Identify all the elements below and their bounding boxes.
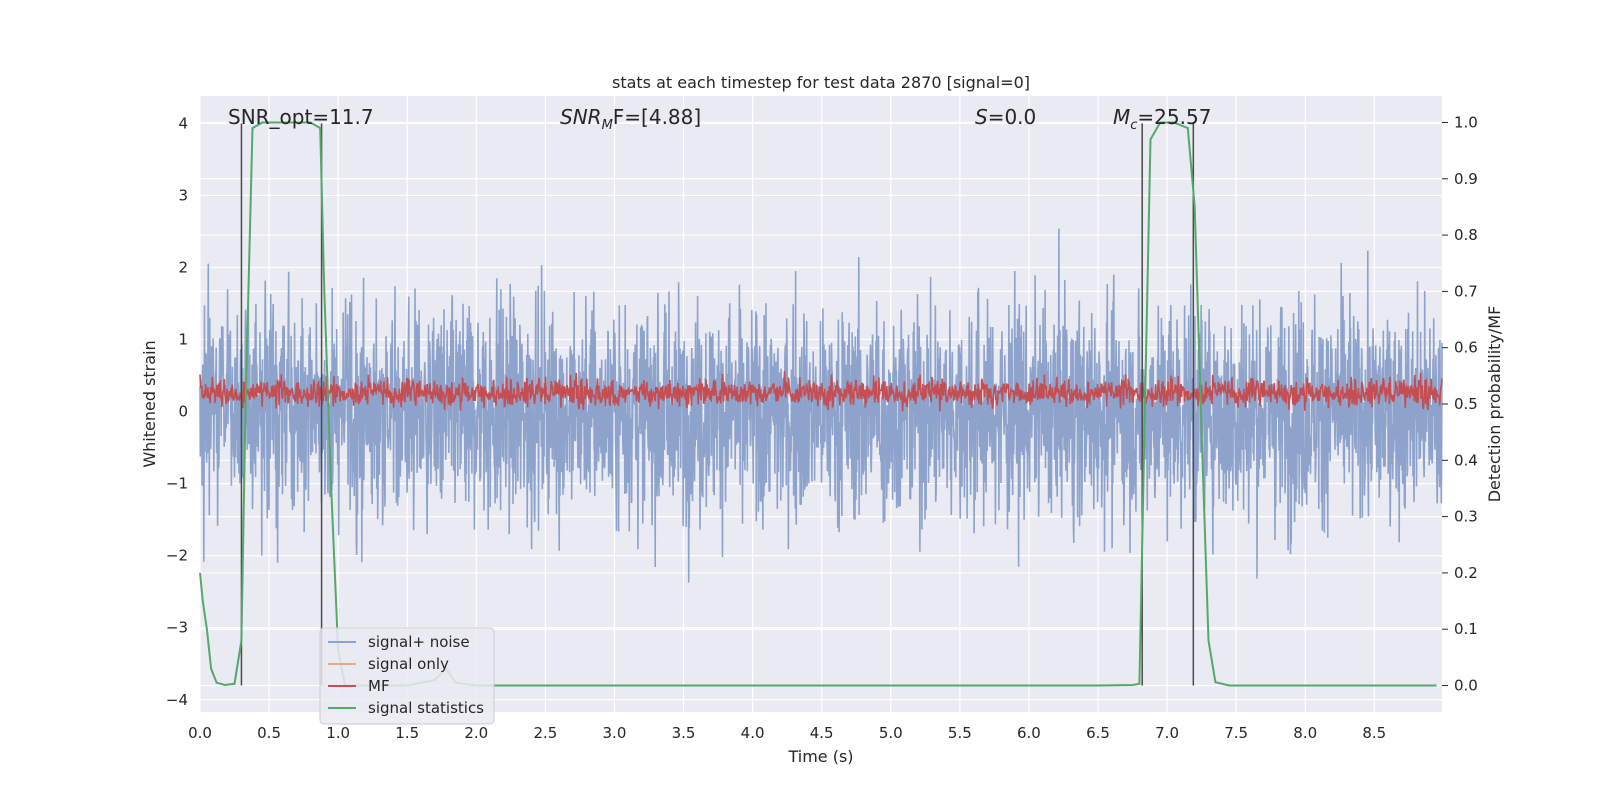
annotation-snr-opt: SNR_opt=11.7 — [228, 105, 374, 129]
y-tick-label: 2 — [178, 258, 188, 276]
y2-tick-label: 0.6 — [1454, 339, 1478, 357]
x-tick-label: 3.0 — [603, 724, 627, 742]
y-tick-label: 1 — [178, 331, 188, 349]
x-tick-label: 8.0 — [1293, 724, 1317, 742]
legend-label: signal statistics — [368, 699, 484, 717]
x-tick-label: 1.0 — [326, 724, 350, 742]
y-tick-label: −2 — [166, 547, 188, 565]
y2-tick-label: 0.4 — [1454, 451, 1478, 469]
y-tick-label: 4 — [178, 114, 188, 132]
x-tick-label: 3.5 — [672, 724, 696, 742]
x-tick-label: 4.0 — [741, 724, 765, 742]
legend: signal+ noise signal only MF signal statist… — [319, 627, 495, 725]
y2-axis-label: Detection probability/MF — [1485, 306, 1504, 503]
x-tick-label: 2.5 — [533, 724, 557, 742]
y2-tick-label: 1.0 — [1454, 113, 1478, 131]
legend-box — [319, 627, 495, 725]
y2-tick-label: 0.0 — [1454, 677, 1478, 695]
x-tick-label: 7.0 — [1155, 724, 1179, 742]
y2-tick-label: 0.9 — [1454, 170, 1478, 188]
series-signal-noise-line — [199, 228, 1443, 583]
series-mf-line — [199, 370, 1443, 412]
x-tick-label: 0.0 — [188, 724, 212, 742]
annotation-snr-mf: SNRMF=[4.88] — [560, 105, 701, 133]
x-tick-label: 8.5 — [1362, 724, 1386, 742]
x-tick-label: 7.5 — [1224, 724, 1248, 742]
x-tick-label: 2.0 — [464, 724, 488, 742]
y2-tick-label: 0.2 — [1454, 564, 1478, 582]
annotation-mc: Mc=25.57 — [1113, 105, 1211, 133]
y-tick-label: 0 — [178, 403, 188, 421]
x-tick-label: 6.5 — [1086, 724, 1110, 742]
x-tick-label: 4.5 — [810, 724, 834, 742]
chart-title: stats at each timestep for test data 287… — [612, 73, 1030, 92]
annotation-s: S=0.0 — [975, 105, 1036, 129]
y-tick-label: 3 — [178, 186, 188, 204]
legend-label: signal only — [368, 655, 449, 673]
x-tick-label: 0.5 — [257, 724, 281, 742]
y2-tick-label: 0.7 — [1454, 282, 1478, 300]
x-tick-label: 5.5 — [948, 724, 972, 742]
y-tick-label: −1 — [166, 475, 188, 493]
y2-tick-label: 0.1 — [1454, 620, 1478, 638]
x-tick-label: 1.5 — [395, 724, 419, 742]
y2-tick-label: 0.5 — [1454, 395, 1478, 413]
y-tick-label: −3 — [166, 619, 188, 637]
x-tick-label: 6.0 — [1017, 724, 1041, 742]
x-axis-label: Time (s) — [787, 747, 853, 766]
y-axis-label: Whitened strain — [140, 340, 159, 467]
x-tick-label: 5.0 — [879, 724, 903, 742]
legend-label: signal+ noise — [368, 633, 470, 651]
y2-tick-label: 0.3 — [1454, 508, 1478, 526]
y-tick-label: −4 — [166, 691, 188, 709]
y2-tick-label: 0.8 — [1454, 226, 1478, 244]
legend-label: MF — [368, 677, 390, 695]
